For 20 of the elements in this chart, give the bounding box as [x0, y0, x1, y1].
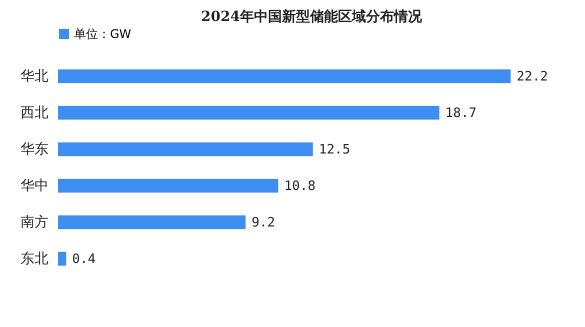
- bar: [58, 142, 313, 156]
- legend-label: 单位：GW: [74, 27, 132, 41]
- data-label: 10.8: [284, 178, 316, 194]
- chart-title: 2024年中国新型储能区域分布情况: [201, 8, 423, 25]
- bar: [58, 69, 511, 84]
- data-label: 9.2: [252, 215, 276, 230]
- y-tick-label: 华北: [20, 68, 48, 84]
- data-label: 18.7: [445, 106, 477, 121]
- bar: [58, 252, 66, 266]
- data-label: 12.5: [318, 142, 350, 158]
- y-tick-label: 南方: [20, 214, 48, 230]
- bar: [58, 178, 278, 193]
- data-label: 22.2: [516, 69, 548, 84]
- y-tick-label: 华中: [20, 178, 48, 194]
- bar: [58, 106, 440, 120]
- y-tick-label: 西北: [20, 104, 48, 121]
- bar: [58, 215, 246, 230]
- data-label: 0.4: [72, 252, 96, 267]
- y-tick-label: 东北: [20, 250, 48, 267]
- y-tick-label: 华东: [20, 141, 48, 158]
